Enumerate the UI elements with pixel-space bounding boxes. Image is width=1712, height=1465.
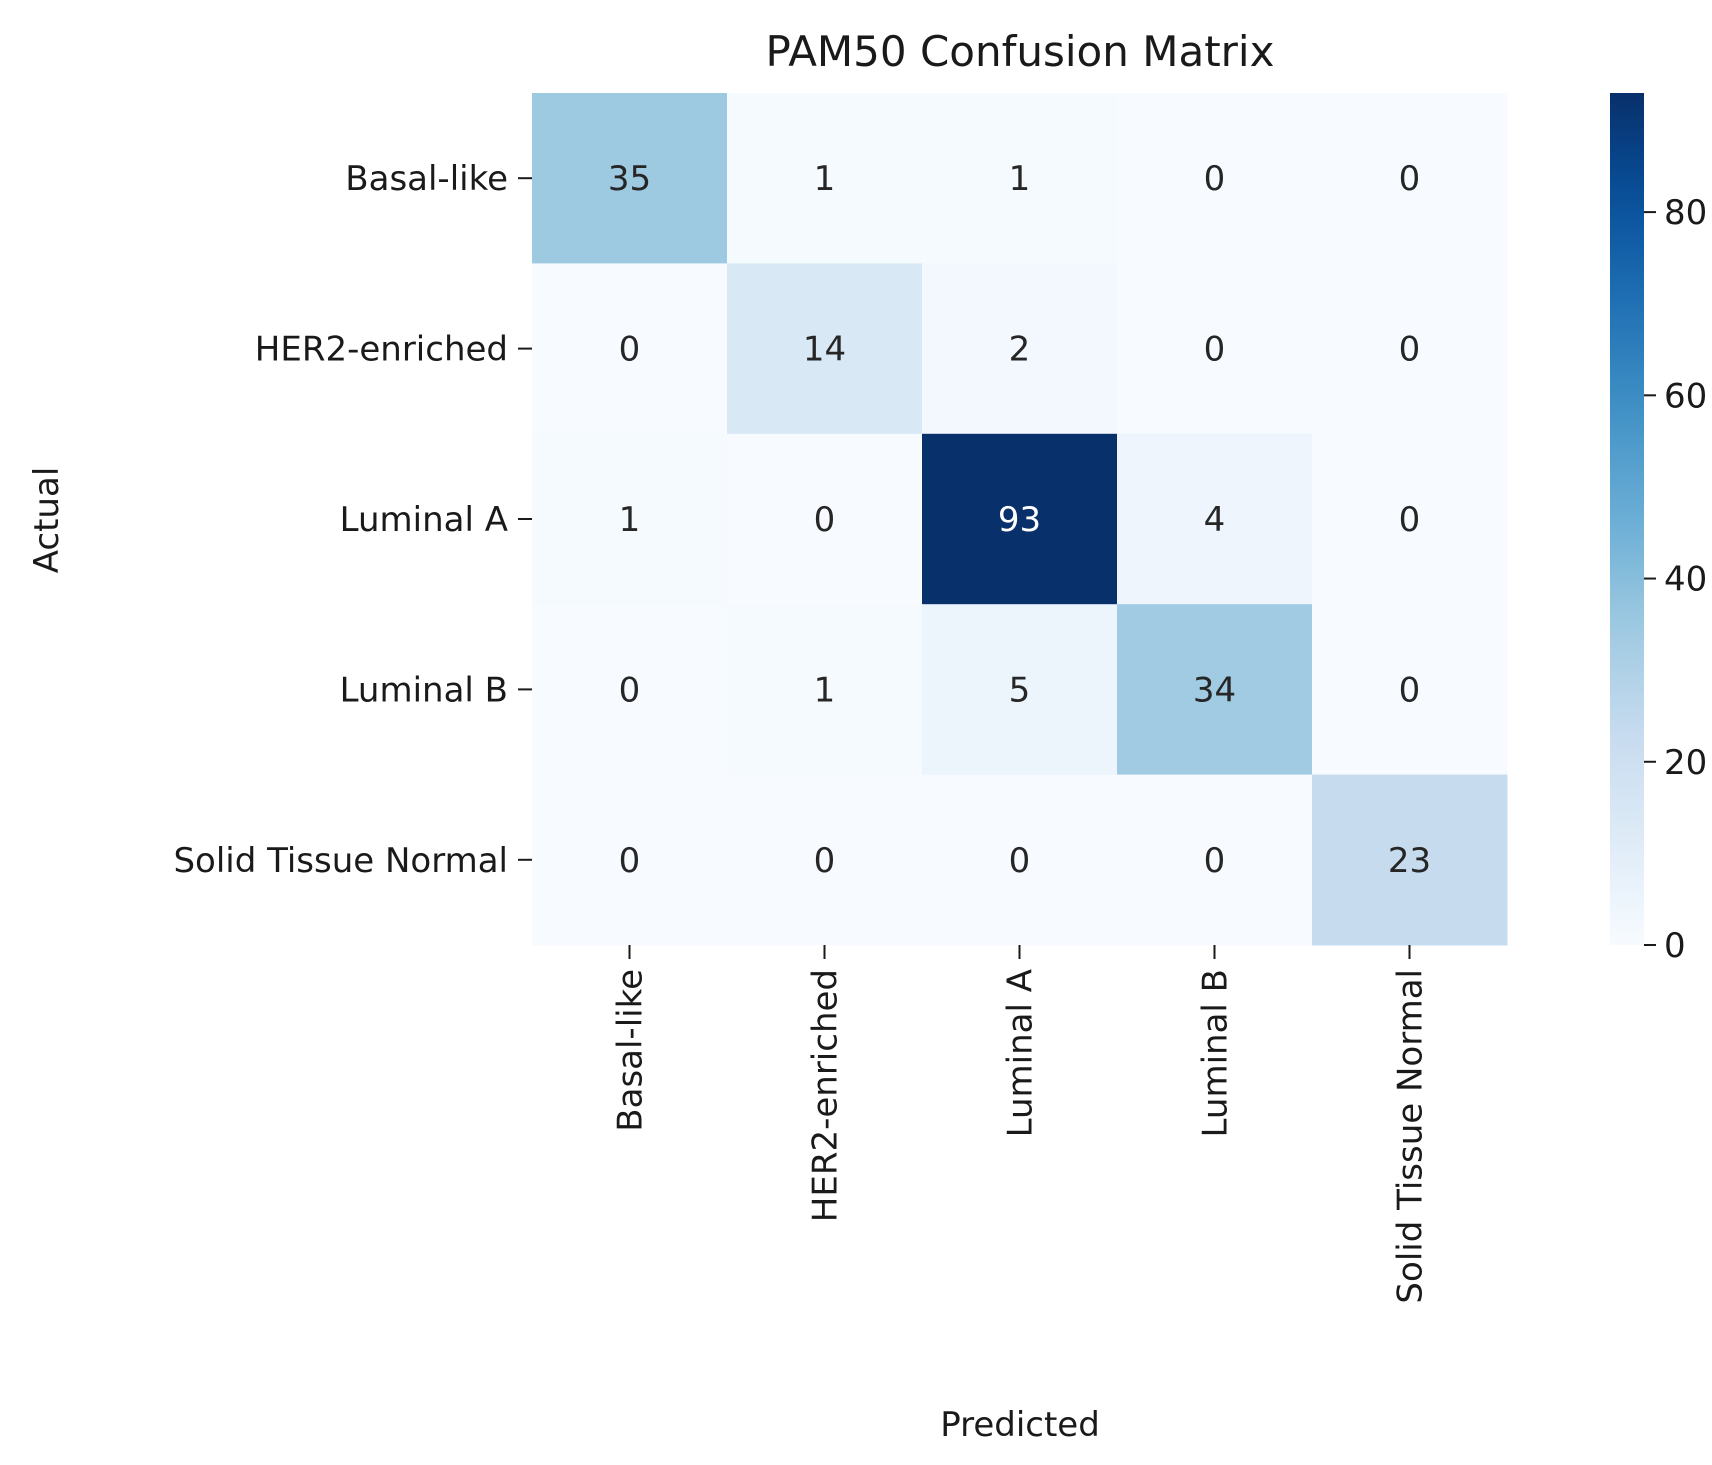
chart-title: PAM50 Confusion Matrix (766, 27, 1275, 76)
heatmap-cell (1312, 433, 1508, 605)
cell-value-label: 0 (619, 841, 641, 881)
heatmap-cell (727, 604, 923, 776)
colorbar-tick-label: 40 (1664, 560, 1707, 600)
x-tick-label: Basal-like (611, 969, 651, 1132)
x-tick-label: Luminal A (1001, 969, 1041, 1137)
heatmap-cell (532, 433, 728, 605)
heatmap-cell (922, 93, 1118, 264)
cell-value-label: 0 (1399, 159, 1421, 199)
heatmap-cell (922, 604, 1118, 776)
cell-value-label: 1 (619, 500, 641, 540)
heatmap-cell (1312, 774, 1508, 946)
heatmap-cell-labels: 35 1 1 0 0 0 14 2 0 0 1 0 93 4 0 0 1 5 34 0 0 0 0 0 23 (608, 159, 1431, 881)
colorbar-ticks: 0 20 40 60 80 (1644, 193, 1707, 966)
y-tick-label: Luminal A (340, 500, 508, 540)
y-tick-label: Solid Tissue Normal (173, 841, 508, 881)
y-axis-label: Actual (27, 467, 67, 574)
cell-value-label: 0 (1399, 670, 1421, 710)
cell-value-label: 34 (1193, 670, 1236, 710)
cell-value-label: 14 (803, 330, 846, 370)
cell-value-label: 0 (814, 500, 836, 540)
y-axis-ticks: Basal-like HER2-enriched Luminal A Luminal … (173, 159, 532, 881)
cell-value-label: 5 (1009, 670, 1031, 710)
heatmap-cell (727, 433, 923, 605)
cell-value-label: 35 (608, 159, 651, 199)
cell-value-label: 0 (619, 330, 641, 370)
heatmap-cell (1312, 93, 1508, 264)
y-tick-label: HER2-enriched (255, 330, 508, 370)
heatmap-cell (922, 263, 1118, 435)
colorbar-tick-label: 60 (1664, 376, 1707, 416)
heatmap-cell (727, 93, 923, 264)
heatmap-cell (532, 774, 728, 946)
cell-value-label: 93 (998, 500, 1041, 540)
cell-value-label: 0 (1399, 500, 1421, 540)
heatmap-cell (922, 433, 1118, 605)
heatmap-cells (532, 93, 1508, 946)
colorbar-tick-label: 0 (1664, 926, 1686, 966)
heatmap-cell (532, 93, 728, 264)
y-tick-label: Luminal B (340, 670, 508, 710)
colorbar (1610, 93, 1644, 945)
heatmap-cell (532, 263, 728, 435)
colorbar-tick-label: 80 (1664, 193, 1707, 233)
y-tick-label: Basal-like (345, 159, 508, 199)
cell-value-label: 0 (1399, 330, 1421, 370)
heatmap-cell (727, 263, 923, 435)
cell-value-label: 1 (1009, 159, 1031, 199)
heatmap-cell (1117, 433, 1313, 605)
heatmap-cell (1312, 604, 1508, 776)
cell-value-label: 4 (1204, 500, 1226, 540)
cell-value-label: 0 (619, 670, 641, 710)
heatmap-cell (1117, 604, 1313, 776)
cell-value-label: 2 (1009, 330, 1031, 370)
x-tick-label: HER2-enriched (806, 969, 846, 1222)
cell-value-label: 0 (814, 841, 836, 881)
heatmap-cell (1117, 263, 1313, 435)
heatmap-cell (727, 774, 923, 946)
cell-value-label: 0 (1204, 159, 1226, 199)
heatmap-cell (532, 604, 728, 776)
x-axis-ticks: Basal-like HER2-enriched Luminal A Luminal … (611, 945, 1431, 1304)
cell-value-label: 0 (1009, 841, 1031, 881)
heatmap-cell (1117, 93, 1313, 264)
cell-value-label: 1 (814, 670, 836, 710)
x-tick-label: Solid Tissue Normal (1391, 969, 1431, 1304)
colorbar-tick-label: 20 (1664, 743, 1707, 783)
heatmap-cell (1312, 263, 1508, 435)
x-tick-label: Luminal B (1196, 969, 1236, 1137)
cell-value-label: 0 (1204, 330, 1226, 370)
heatmap-cell (1117, 774, 1313, 946)
heatmap-cell (922, 774, 1118, 946)
x-axis-label: Predicted (940, 1405, 1100, 1445)
cell-value-label: 0 (1204, 841, 1226, 881)
cell-value-label: 1 (814, 159, 836, 199)
cell-value-label: 23 (1388, 841, 1431, 881)
